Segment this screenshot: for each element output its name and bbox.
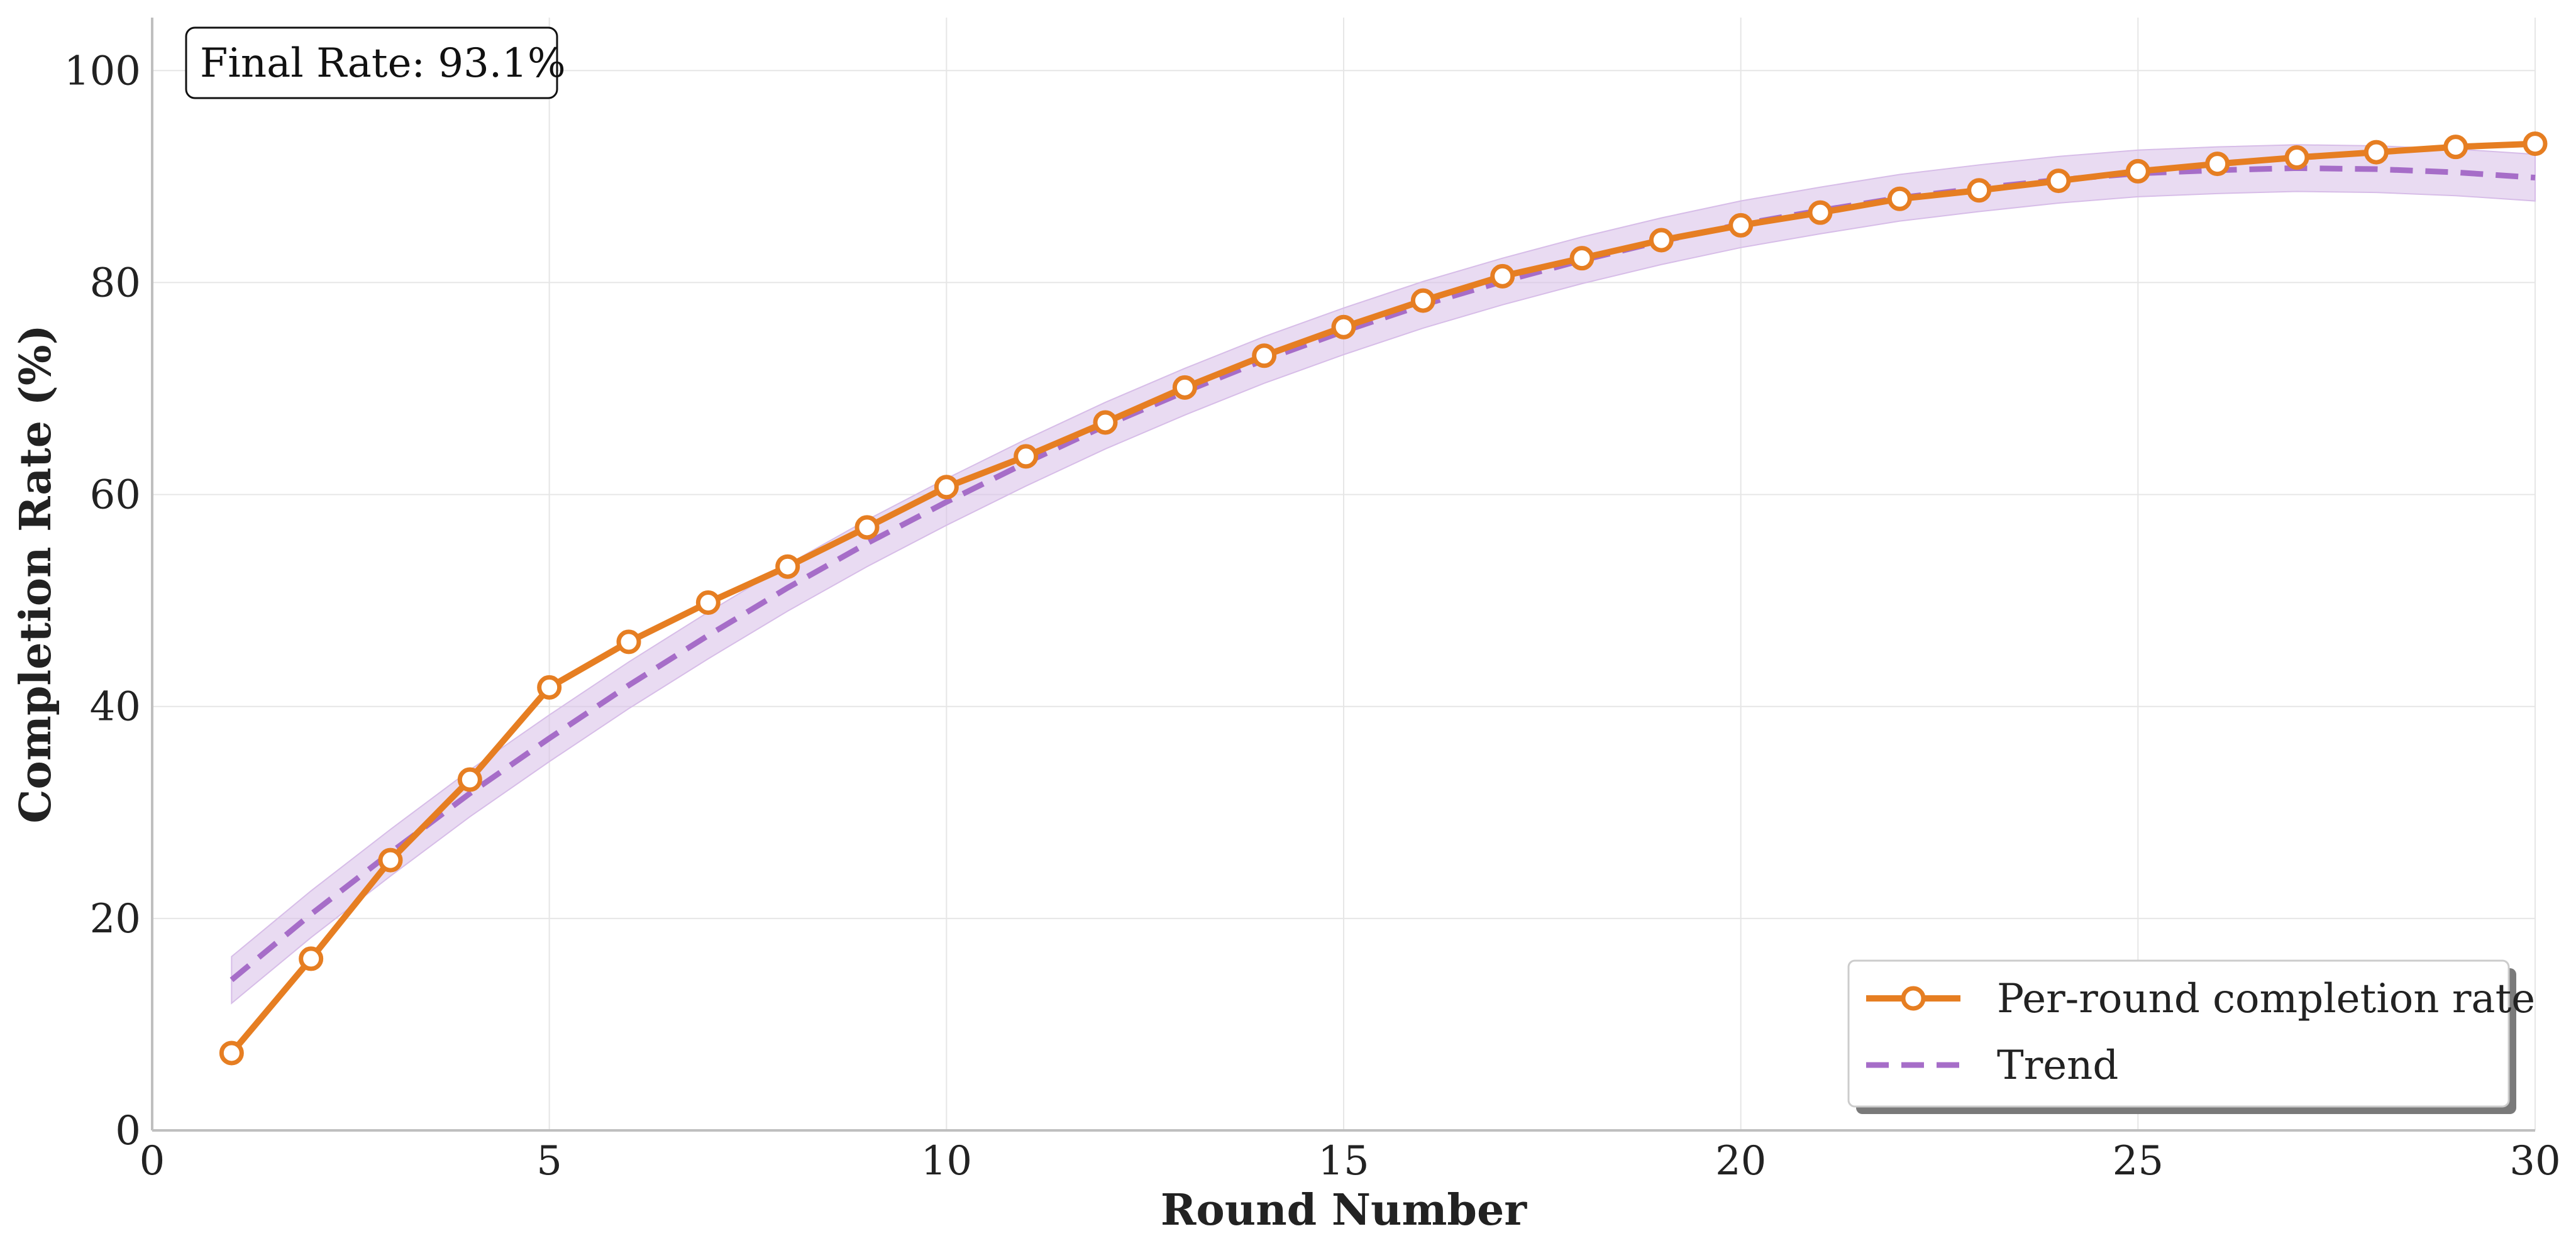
series-lines	[229, 140, 2536, 1056]
data-point-round-28	[2363, 140, 2389, 165]
data-point-round-16	[1410, 288, 1435, 313]
y-tick-label-100: 100	[64, 48, 141, 94]
data-point-round-17	[1490, 263, 1515, 289]
data-point-round-26	[2205, 152, 2230, 177]
legend-marker-per-round	[1901, 986, 1926, 1011]
x-tick-label-5: 5	[536, 1138, 562, 1184]
y-tick-label-20: 20	[90, 896, 141, 942]
legend-label-trend: Trend	[1997, 1042, 2118, 1089]
annotation-box	[185, 26, 558, 99]
data-point-round-6	[616, 629, 641, 654]
data-point-round-15	[1331, 314, 1356, 339]
series-line-per-round	[229, 140, 2536, 1056]
y-tick-label-40: 40	[90, 684, 141, 731]
x-tick-label-0: 0	[140, 1138, 165, 1184]
y-tick-label-80: 80	[90, 260, 141, 306]
data-point-round-23	[1967, 178, 1992, 203]
data-point-round-18	[1569, 246, 1595, 271]
data-point-round-3	[378, 847, 403, 873]
x-tick-label-30: 30	[2509, 1138, 2560, 1184]
legend: Per-round completion rate Trend	[1847, 959, 2535, 1114]
data-point-round-8	[775, 554, 800, 579]
data-point-round-24	[2046, 168, 2071, 194]
data-point-round-27	[2284, 145, 2309, 170]
data-point-round-21	[1808, 200, 1833, 225]
data-point-round-5	[537, 675, 562, 700]
legend-label-per-round: Per-round completion rate	[1997, 976, 2535, 1022]
data-point-round-25	[2125, 158, 2150, 184]
data-point-round-7	[695, 590, 721, 615]
y-axis-title: Completion Rate (%)	[11, 324, 61, 823]
series-markers	[219, 131, 2548, 1066]
axes	[151, 18, 2535, 1132]
legend-box	[1847, 959, 2510, 1108]
data-point-round-4	[457, 767, 482, 792]
x-tick-label-15: 15	[1318, 1138, 1369, 1184]
data-point-round-13	[1172, 375, 1197, 400]
data-point-round-10	[934, 475, 959, 500]
data-point-round-14	[1252, 343, 1277, 368]
y-tick-label-0: 0	[115, 1108, 141, 1154]
data-point-round-30	[2523, 131, 2548, 157]
data-point-round-20	[1728, 213, 1754, 238]
data-point-round-29	[2443, 135, 2468, 160]
data-point-round-2	[299, 946, 324, 971]
data-point-round-22	[1887, 186, 1912, 211]
x-tick-label-25: 25	[2113, 1138, 2164, 1184]
final-rate-annotation: Final Rate: 93.1%	[185, 26, 566, 99]
annotation-text: Final Rate: 93.1%	[200, 40, 566, 87]
y-tick-label-60: 60	[90, 472, 141, 519]
x-axis-title: Round Number	[1161, 1185, 1527, 1235]
x-tick-label-20: 20	[1715, 1138, 1766, 1184]
data-point-round-9	[854, 515, 880, 540]
grid	[152, 18, 2536, 1130]
data-point-round-1	[219, 1040, 244, 1066]
data-point-round-11	[1014, 444, 1039, 469]
data-point-round-19	[1649, 228, 1674, 253]
tick-labels: 0 5 10 15 20 25 30 0 20 40 60 80 100	[64, 48, 2561, 1184]
x-tick-label-10: 10	[921, 1138, 972, 1184]
data-point-round-12	[1093, 410, 1118, 435]
